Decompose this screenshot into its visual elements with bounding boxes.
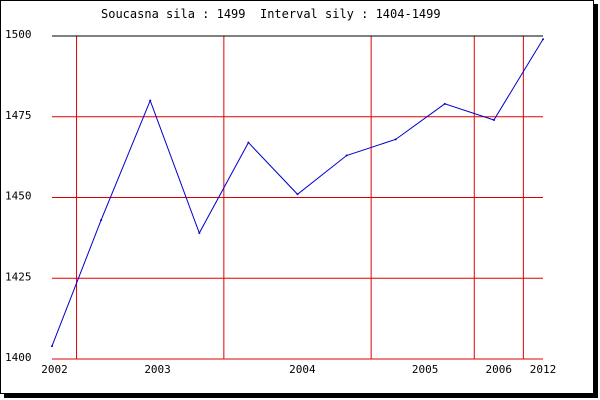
data-point [100,219,103,222]
current-strength-label: Soucasna sila : [101,7,210,21]
current-strength-value: 1499 [216,7,246,21]
chart-frame: Soucasna sila : 1499 Interval sily : 140… [0,0,594,394]
data-point [394,138,397,141]
y-tick-label: 1450 [5,190,32,203]
x-tick-label: 2012 [530,363,557,376]
y-tick-label: 1425 [5,270,32,283]
x-tick-label: 2004 [289,363,316,376]
interval-value: 1404-1499 [375,7,441,21]
data-point [296,193,299,196]
data-point [198,232,201,235]
line-chart: 1400 1425 1450 1475 1500 2002 2003 2004 2005 2006… [5,28,557,376]
data-point [443,102,446,105]
x-tick-label: 2002 [41,363,68,376]
data-point [51,345,53,348]
y-tick-label: 1475 [5,109,32,122]
interval-label: Interval sily : [259,7,369,21]
x-tick-label: 2006 [486,363,513,376]
x-tick-label: 2003 [144,363,171,376]
x-tick-label: 2005 [412,363,439,376]
data-point [247,141,250,144]
data-point [345,154,348,157]
y-tick-label: 1400 [5,351,32,364]
data-point [542,38,544,41]
series-line [51,38,544,347]
data-point [492,118,495,121]
chart-header: Soucasna sila : 1499 Interval sily : 140… [101,7,441,21]
y-tick-label: 1500 [5,28,32,41]
data-point [149,99,152,102]
